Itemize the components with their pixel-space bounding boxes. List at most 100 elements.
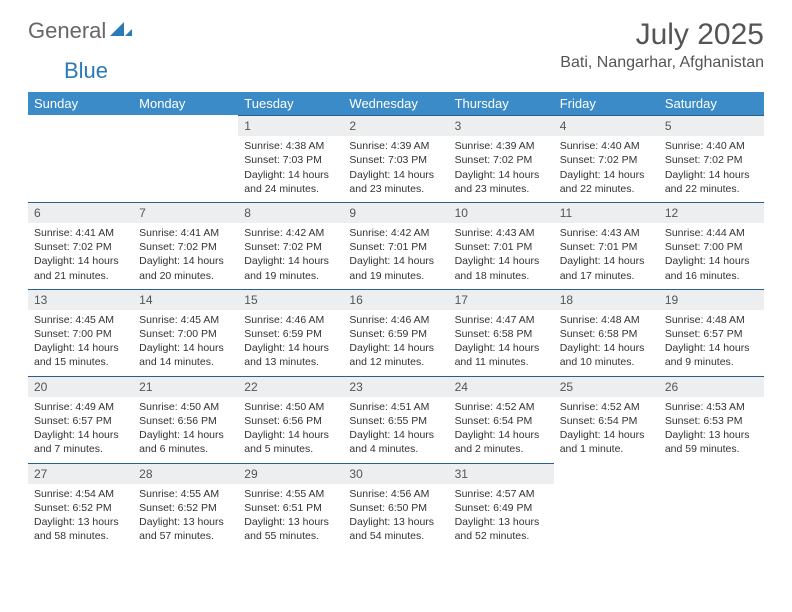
sunrise-text: Sunrise: 4:46 AM bbox=[349, 313, 442, 327]
sunrise-text: Sunrise: 4:55 AM bbox=[139, 487, 232, 501]
day-details: Sunrise: 4:48 AMSunset: 6:58 PMDaylight:… bbox=[554, 310, 659, 376]
sunset-text: Sunset: 7:02 PM bbox=[455, 153, 548, 167]
day-details: Sunrise: 4:46 AMSunset: 6:59 PMDaylight:… bbox=[238, 310, 343, 376]
day-number: 18 bbox=[554, 289, 659, 310]
day-details: Sunrise: 4:55 AMSunset: 6:51 PMDaylight:… bbox=[238, 484, 343, 550]
sunset-text: Sunset: 7:01 PM bbox=[560, 240, 653, 254]
sunrise-text: Sunrise: 4:41 AM bbox=[34, 226, 127, 240]
day-details: Sunrise: 4:48 AMSunset: 6:57 PMDaylight:… bbox=[659, 310, 764, 376]
day-details: Sunrise: 4:55 AMSunset: 6:52 PMDaylight:… bbox=[133, 484, 238, 550]
calendar-cell: 1Sunrise: 4:38 AMSunset: 7:03 PMDaylight… bbox=[238, 115, 343, 202]
calendar-cell: 23Sunrise: 4:51 AMSunset: 6:55 PMDayligh… bbox=[343, 376, 448, 463]
day-details: Sunrise: 4:43 AMSunset: 7:01 PMDaylight:… bbox=[554, 223, 659, 289]
sunset-text: Sunset: 7:00 PM bbox=[665, 240, 758, 254]
sunset-text: Sunset: 7:02 PM bbox=[34, 240, 127, 254]
day-number: 12 bbox=[659, 202, 764, 223]
day-details: Sunrise: 4:50 AMSunset: 6:56 PMDaylight:… bbox=[238, 397, 343, 463]
weekday-wed: Wednesday bbox=[343, 92, 448, 115]
sunrise-text: Sunrise: 4:55 AM bbox=[244, 487, 337, 501]
day-details: Sunrise: 4:52 AMSunset: 6:54 PMDaylight:… bbox=[554, 397, 659, 463]
day-number: 22 bbox=[238, 376, 343, 397]
sunrise-text: Sunrise: 4:56 AM bbox=[349, 487, 442, 501]
calendar-cell: 13Sunrise: 4:45 AMSunset: 7:00 PMDayligh… bbox=[28, 289, 133, 376]
day-details: Sunrise: 4:41 AMSunset: 7:02 PMDaylight:… bbox=[28, 223, 133, 289]
day-number: 8 bbox=[238, 202, 343, 223]
sunset-text: Sunset: 7:01 PM bbox=[455, 240, 548, 254]
calendar: Sunday Monday Tuesday Wednesday Thursday… bbox=[28, 92, 764, 549]
daylight-text: Daylight: 14 hours and 10 minutes. bbox=[560, 341, 653, 369]
calendar-cell: 29Sunrise: 4:55 AMSunset: 6:51 PMDayligh… bbox=[238, 463, 343, 550]
day-details: Sunrise: 4:42 AMSunset: 7:02 PMDaylight:… bbox=[238, 223, 343, 289]
day-number: 15 bbox=[238, 289, 343, 310]
sunset-text: Sunset: 7:00 PM bbox=[139, 327, 232, 341]
sunrise-text: Sunrise: 4:52 AM bbox=[560, 400, 653, 414]
day-number: 3 bbox=[449, 115, 554, 136]
day-number: 19 bbox=[659, 289, 764, 310]
sunset-text: Sunset: 6:57 PM bbox=[34, 414, 127, 428]
sunset-text: Sunset: 6:59 PM bbox=[349, 327, 442, 341]
calendar-row: 20Sunrise: 4:49 AMSunset: 6:57 PMDayligh… bbox=[28, 376, 764, 463]
day-number bbox=[133, 115, 238, 136]
day-number bbox=[659, 463, 764, 484]
calendar-cell bbox=[28, 115, 133, 202]
sunrise-text: Sunrise: 4:47 AM bbox=[455, 313, 548, 327]
day-number: 7 bbox=[133, 202, 238, 223]
daylight-text: Daylight: 14 hours and 19 minutes. bbox=[244, 254, 337, 282]
sunset-text: Sunset: 6:54 PM bbox=[560, 414, 653, 428]
day-number: 21 bbox=[133, 376, 238, 397]
calendar-cell: 8Sunrise: 4:42 AMSunset: 7:02 PMDaylight… bbox=[238, 202, 343, 289]
day-number: 24 bbox=[449, 376, 554, 397]
day-details: Sunrise: 4:53 AMSunset: 6:53 PMDaylight:… bbox=[659, 397, 764, 463]
day-number: 27 bbox=[28, 463, 133, 484]
sunrise-text: Sunrise: 4:50 AM bbox=[139, 400, 232, 414]
calendar-cell: 28Sunrise: 4:55 AMSunset: 6:52 PMDayligh… bbox=[133, 463, 238, 550]
day-number: 29 bbox=[238, 463, 343, 484]
calendar-cell: 4Sunrise: 4:40 AMSunset: 7:02 PMDaylight… bbox=[554, 115, 659, 202]
sunrise-text: Sunrise: 4:51 AM bbox=[349, 400, 442, 414]
calendar-row: 27Sunrise: 4:54 AMSunset: 6:52 PMDayligh… bbox=[28, 463, 764, 550]
sunrise-text: Sunrise: 4:50 AM bbox=[244, 400, 337, 414]
day-details: Sunrise: 4:38 AMSunset: 7:03 PMDaylight:… bbox=[238, 136, 343, 202]
daylight-text: Daylight: 14 hours and 23 minutes. bbox=[455, 168, 548, 196]
daylight-text: Daylight: 13 hours and 54 minutes. bbox=[349, 515, 442, 543]
day-number: 10 bbox=[449, 202, 554, 223]
sunrise-text: Sunrise: 4:48 AM bbox=[560, 313, 653, 327]
daylight-text: Daylight: 14 hours and 2 minutes. bbox=[455, 428, 548, 456]
calendar-cell: 10Sunrise: 4:43 AMSunset: 7:01 PMDayligh… bbox=[449, 202, 554, 289]
daylight-text: Daylight: 14 hours and 9 minutes. bbox=[665, 341, 758, 369]
day-details: Sunrise: 4:43 AMSunset: 7:01 PMDaylight:… bbox=[449, 223, 554, 289]
sunset-text: Sunset: 6:52 PM bbox=[34, 501, 127, 515]
day-details: Sunrise: 4:46 AMSunset: 6:59 PMDaylight:… bbox=[343, 310, 448, 376]
day-details: Sunrise: 4:40 AMSunset: 7:02 PMDaylight:… bbox=[659, 136, 764, 202]
calendar-cell: 2Sunrise: 4:39 AMSunset: 7:03 PMDaylight… bbox=[343, 115, 448, 202]
sunrise-text: Sunrise: 4:40 AM bbox=[665, 139, 758, 153]
sunset-text: Sunset: 7:03 PM bbox=[349, 153, 442, 167]
sunset-text: Sunset: 6:53 PM bbox=[665, 414, 758, 428]
sunset-text: Sunset: 6:52 PM bbox=[139, 501, 232, 515]
calendar-cell: 14Sunrise: 4:45 AMSunset: 7:00 PMDayligh… bbox=[133, 289, 238, 376]
day-details: Sunrise: 4:44 AMSunset: 7:00 PMDaylight:… bbox=[659, 223, 764, 289]
location-text: Bati, Nangarhar, Afghanistan bbox=[560, 54, 764, 72]
day-details: Sunrise: 4:50 AMSunset: 6:56 PMDaylight:… bbox=[133, 397, 238, 463]
weekday-sun: Sunday bbox=[28, 92, 133, 115]
sunset-text: Sunset: 6:59 PM bbox=[244, 327, 337, 341]
daylight-text: Daylight: 13 hours and 52 minutes. bbox=[455, 515, 548, 543]
calendar-cell: 16Sunrise: 4:46 AMSunset: 6:59 PMDayligh… bbox=[343, 289, 448, 376]
day-number: 31 bbox=[449, 463, 554, 484]
day-number: 13 bbox=[28, 289, 133, 310]
sunrise-text: Sunrise: 4:45 AM bbox=[34, 313, 127, 327]
calendar-cell: 25Sunrise: 4:52 AMSunset: 6:54 PMDayligh… bbox=[554, 376, 659, 463]
sunrise-text: Sunrise: 4:43 AM bbox=[455, 226, 548, 240]
daylight-text: Daylight: 13 hours and 55 minutes. bbox=[244, 515, 337, 543]
day-details: Sunrise: 4:54 AMSunset: 6:52 PMDaylight:… bbox=[28, 484, 133, 550]
day-number: 25 bbox=[554, 376, 659, 397]
calendar-cell: 26Sunrise: 4:53 AMSunset: 6:53 PMDayligh… bbox=[659, 376, 764, 463]
sunset-text: Sunset: 6:57 PM bbox=[665, 327, 758, 341]
day-details: Sunrise: 4:57 AMSunset: 6:49 PMDaylight:… bbox=[449, 484, 554, 550]
calendar-cell: 12Sunrise: 4:44 AMSunset: 7:00 PMDayligh… bbox=[659, 202, 764, 289]
day-number: 9 bbox=[343, 202, 448, 223]
calendar-cell: 18Sunrise: 4:48 AMSunset: 6:58 PMDayligh… bbox=[554, 289, 659, 376]
daylight-text: Daylight: 14 hours and 14 minutes. bbox=[139, 341, 232, 369]
daylight-text: Daylight: 14 hours and 11 minutes. bbox=[455, 341, 548, 369]
day-details: Sunrise: 4:41 AMSunset: 7:02 PMDaylight:… bbox=[133, 223, 238, 289]
